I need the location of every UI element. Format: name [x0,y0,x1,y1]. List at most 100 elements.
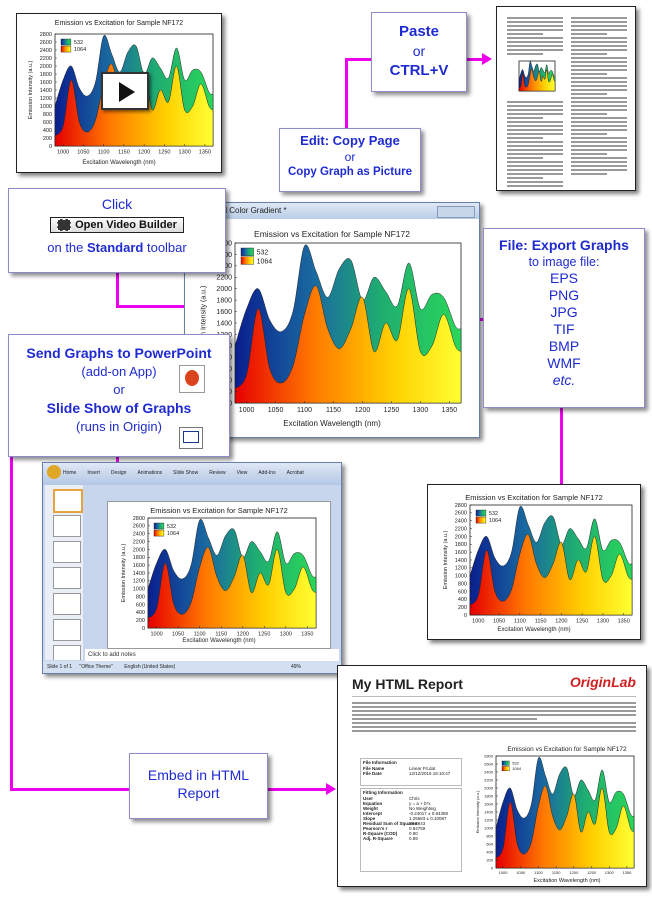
ppt-tab[interactable]: Animations [137,470,163,476]
y-axis-label: Emission Intensity (a.u.) [28,60,34,119]
text-line [507,37,563,39]
toolbar-suffix: toolbar [143,240,187,256]
format-tif: TIF [553,321,575,337]
format-wmf: WMF [547,355,581,371]
x-tick-label: 1000 [472,619,484,625]
y-axis-label: Emission Intensity (a.u.) [443,530,449,589]
y-tick-label: 2800 [133,516,145,522]
ppt-tab[interactable]: Add-Ins [258,470,276,476]
text-line [571,97,627,99]
window-controls[interactable] [437,206,475,218]
text-line [571,53,608,55]
y-tick-label: 1200 [484,817,494,822]
legend-swatch [475,509,487,517]
x-tick-label: 1300 [605,870,615,875]
text-line [507,145,563,147]
ppt-tab[interactable]: Review [209,470,226,476]
connector-export-down [560,408,563,492]
slide-thumb-4[interactable] [53,567,81,589]
y-tick-label: 2400 [484,769,494,774]
text-line [571,73,608,75]
legend-label: 532 [489,511,498,517]
powerpoint-icon[interactable] [179,365,205,393]
text-line [571,93,608,95]
y-tick-label: 2400 [133,532,145,538]
report-title-rule [352,696,636,697]
slide-thumb-3[interactable] [53,541,81,563]
slide-thumb-2[interactable] [53,515,81,537]
document-embedded-chart [518,60,556,92]
text-line [507,41,563,43]
y-tick-label: 2200 [133,539,145,545]
ppt-tab[interactable]: Insert [87,470,100,476]
y-tick-label: 1400 [133,571,145,577]
html-report-line1: Embed in HTML [147,767,250,783]
ppt-tab[interactable]: Home [63,470,77,476]
text-line [507,133,563,135]
toolbar-name: Standard [87,240,144,256]
open-video-builder-button[interactable]: Open Video Builder [50,217,184,234]
info-row: Residual Sum of Squares28.8843 [363,821,426,826]
y-tick-label: 800 [136,594,145,600]
y-tick-label: 400 [136,610,145,616]
x-tick-label: 1100 [534,870,543,875]
x-tick-label: 1100 [98,150,110,156]
slideshow-icon[interactable] [179,427,203,449]
x-tick-label: 1300 [413,407,429,414]
text-line [352,726,636,728]
y-tick-label: 1800 [455,542,467,548]
text-line [571,37,627,39]
x-tick-label: 1100 [297,407,312,414]
text-line [571,113,608,115]
legend-label: 532 [512,760,519,765]
legend-swatch [153,522,165,530]
legend-swatch [60,38,72,46]
slide-thumb-7[interactable] [53,645,81,660]
ppt-chart-title: Emission vs Excitation for Sample NF172 [150,506,288,515]
slide-thumb-1[interactable] [53,489,83,513]
ppt-tab[interactable]: Slide Show [173,470,199,476]
text-line [571,165,627,167]
copy-or: or [344,150,356,164]
ppt-tab[interactable]: View [236,470,248,476]
text-line [571,137,627,139]
legend-swatch [60,45,72,53]
connector-left-horiz [10,788,130,791]
y-tick-label: 1000 [455,574,467,580]
x-tick-label: 1100 [514,619,526,625]
y-tick-label: 2800 [455,503,467,509]
y-tick-label: 2000 [484,785,494,790]
y-tick-label: 800 [486,833,493,838]
y-tick-label: 1400 [455,558,467,564]
ppt-notes[interactable]: Click to add notes [85,649,339,661]
connector-copy-up [345,60,348,128]
x-tick-label: 1250 [587,870,597,875]
text-line [507,181,563,183]
text-line [507,117,544,119]
ppt-office-button[interactable] [47,465,61,479]
text-line [352,714,636,716]
x-tick-label: 1200 [138,150,150,156]
slide-thumb-5[interactable] [53,593,81,615]
report-file-info: File Information File Name Linear Fit.dat… [360,758,462,786]
series-area-1064 [234,285,462,404]
text-line [507,33,544,35]
ppt-tab[interactable]: Acrobat [286,470,304,476]
y-tick-label: 1000 [40,104,52,110]
y-tick-label: 0 [464,613,467,619]
y-tick-label: 2200 [484,777,494,782]
ppt-tab[interactable]: Design [110,470,127,476]
series-area-1064 [147,547,317,629]
y-tick-label: 1000 [484,825,494,830]
text-line [571,141,627,143]
ppt-ribbon [43,463,341,485]
slide-thumb-6[interactable] [53,619,81,641]
play-button[interactable] [101,72,149,110]
x-tick-label: 1050 [516,870,526,875]
text-line [571,173,608,175]
thumb-xlabel: Excitation Wavelength (nm) [82,160,156,166]
legend-swatch [240,247,254,256]
ppt-ribbon-tabs: Home Insert Design Animations Slide Show Revi… [63,470,337,476]
y-tick-label: 400 [486,849,493,854]
y-tick-label: 0 [142,626,145,632]
